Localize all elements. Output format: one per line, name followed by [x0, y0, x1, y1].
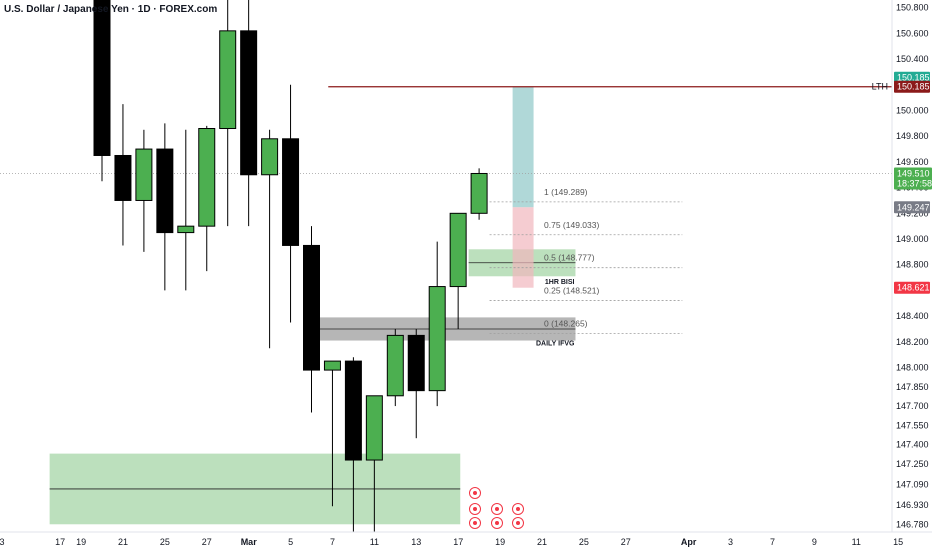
time-axis-tick: 19	[76, 537, 86, 547]
time-axis-tick: 25	[160, 537, 170, 547]
candle-bearish	[407, 334, 425, 392]
price-axis-tick: 147.550	[896, 420, 929, 430]
price-axis-tick: 148.400	[896, 311, 929, 321]
candle-bullish	[177, 225, 195, 234]
time-axis-tick: 15	[893, 537, 903, 547]
price-axis-tick: 147.400	[896, 440, 929, 450]
price-axis-tick: 148.200	[896, 337, 929, 347]
price-tag-label: 150.185	[897, 82, 930, 92]
economic-event-dot	[495, 521, 499, 525]
time-axis-tick: 17	[55, 537, 65, 547]
candle-bullish	[386, 334, 404, 397]
price-axis-tick: 149.600	[896, 157, 929, 167]
time-axis-tick: 25	[579, 537, 589, 547]
time-axis-tick: 7	[770, 537, 775, 547]
economic-event-dot	[516, 507, 520, 511]
economic-event-dot	[473, 507, 477, 511]
price-axis-tick: 150.800	[896, 3, 929, 13]
fib-label: 0.75 (149.033)	[544, 220, 599, 230]
time-axis-tick: 19	[495, 537, 505, 547]
candle-bearish	[282, 138, 300, 246]
price-axis-tick: 149.800	[896, 131, 929, 141]
current-price-countdown: 18:37:58	[897, 178, 932, 188]
current-price-value: 149.510	[897, 168, 930, 178]
lth-label: LTH	[872, 82, 888, 92]
time-axis-tick: 21	[537, 537, 547, 547]
price-tag	[894, 201, 930, 214]
stop-zone	[512, 207, 534, 288]
price-axis-tick: 147.250	[896, 459, 929, 469]
candle-bearish	[93, 0, 111, 156]
fib-label: 1 (149.289)	[544, 187, 588, 197]
candle-bullish	[198, 128, 216, 227]
time-axis-tick: Mar	[241, 537, 258, 547]
fib-label: 0.5 (148.777)	[544, 253, 595, 263]
price-axis-tick: 150.400	[896, 54, 929, 64]
candle-bullish	[135, 148, 153, 201]
target-zone	[512, 86, 534, 208]
time-axis-tick: 13	[411, 537, 421, 547]
price-axis-tick: 146.780	[896, 519, 929, 529]
time-axis-tick: 7	[330, 537, 335, 547]
price-tag-label: 148.621	[897, 283, 930, 293]
candle-bullish	[219, 30, 237, 130]
candle-bullish	[261, 138, 279, 176]
time-axis-tick: Apr	[681, 537, 697, 547]
fib-label: 0.25 (148.521)	[544, 286, 599, 296]
price-tag	[894, 80, 930, 93]
price-axis-tick: 149.000	[896, 234, 929, 244]
price-axis-tick: 147.090	[896, 479, 929, 489]
candle-bearish	[344, 360, 362, 461]
time-axis-tick: 5	[288, 537, 293, 547]
time-axis-tick: 17	[453, 537, 463, 547]
price-axis-tick: 150.600	[896, 28, 929, 38]
price-axis-tick: 147.700	[896, 401, 929, 411]
time-axis-tick: 3	[728, 537, 733, 547]
candle-bearish	[156, 148, 174, 234]
price-axis-tick: 146.930	[896, 500, 929, 510]
candle-bearish	[303, 244, 320, 371]
time-axis-tick: 11	[370, 537, 379, 547]
price-axis-tick: 148.800	[896, 260, 929, 270]
time-axis-tick: 9	[812, 537, 817, 547]
price-tag-label: 149.247	[897, 202, 930, 212]
time-axis-tick: 11	[852, 537, 861, 547]
fib-label: 0 (148.265)	[544, 318, 588, 328]
price-axis-tick: 148.000	[896, 363, 929, 373]
price-tag-label: 150.185	[897, 73, 930, 83]
current-price-tag	[894, 167, 932, 190]
candle-bullish	[449, 212, 467, 288]
symbol-title: U.S. Dollar / Japanese Yen · 1D · FOREX.…	[4, 4, 218, 15]
time-axis-tick: 27	[621, 537, 631, 547]
time-axis-tick: 21	[118, 537, 128, 547]
candle-bullish	[365, 395, 383, 461]
price-tag	[894, 281, 930, 294]
candle-bullish	[470, 172, 488, 214]
economic-event-dot	[473, 491, 477, 495]
candle-bullish	[428, 286, 446, 392]
economic-event-dot	[516, 521, 520, 525]
time-axis-tick: 3	[0, 537, 5, 547]
price-axis-tick: 147.850	[896, 382, 929, 392]
candle-bearish	[240, 30, 258, 176]
time-axis-tick: 27	[202, 537, 212, 547]
price-axis-tick: 150.000	[896, 106, 929, 116]
zone-label: 1HR BISI	[545, 279, 575, 286]
economic-event-dot	[473, 521, 477, 525]
candle-bearish	[114, 154, 132, 201]
price-axis-tick: 149.200	[896, 208, 929, 218]
economic-event-dot	[495, 507, 499, 511]
zone-label: DAILY IFVG	[536, 341, 575, 348]
candle-bullish	[323, 360, 341, 371]
